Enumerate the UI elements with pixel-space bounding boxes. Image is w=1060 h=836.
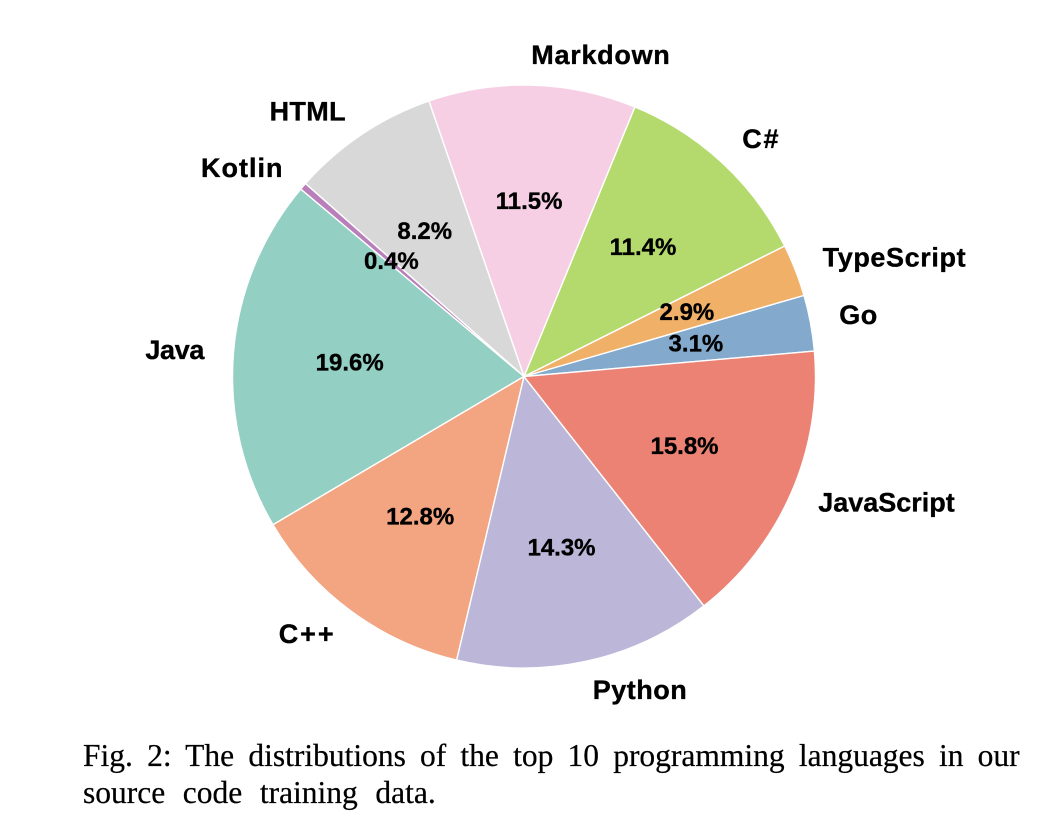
svg-text:2.9%: 2.9% <box>660 299 715 326</box>
svg-text:11.4%: 11.4% <box>610 234 677 261</box>
svg-text:8.2%: 8.2% <box>397 218 452 245</box>
svg-text:3.1%: 3.1% <box>669 330 724 357</box>
svg-text:C#: C# <box>742 124 778 154</box>
svg-text:TypeScript: TypeScript <box>823 243 966 273</box>
svg-text:Markdown: Markdown <box>531 40 670 70</box>
svg-text:Go: Go <box>839 300 877 330</box>
svg-text:14.3%: 14.3% <box>527 535 595 562</box>
svg-text:Java: Java <box>145 335 205 365</box>
svg-text:12.8%: 12.8% <box>386 504 454 531</box>
svg-text:HTML: HTML <box>270 96 346 126</box>
svg-text:0.4%: 0.4% <box>364 248 419 275</box>
svg-text:11.5%: 11.5% <box>496 188 563 215</box>
svg-text:15.8%: 15.8% <box>650 433 718 460</box>
svg-text:Python: Python <box>593 675 687 705</box>
svg-text:JavaScript: JavaScript <box>818 488 955 518</box>
svg-text:19.6%: 19.6% <box>316 349 384 376</box>
svg-text:Kotlin: Kotlin <box>201 153 283 183</box>
svg-text:C++: C++ <box>279 619 334 649</box>
